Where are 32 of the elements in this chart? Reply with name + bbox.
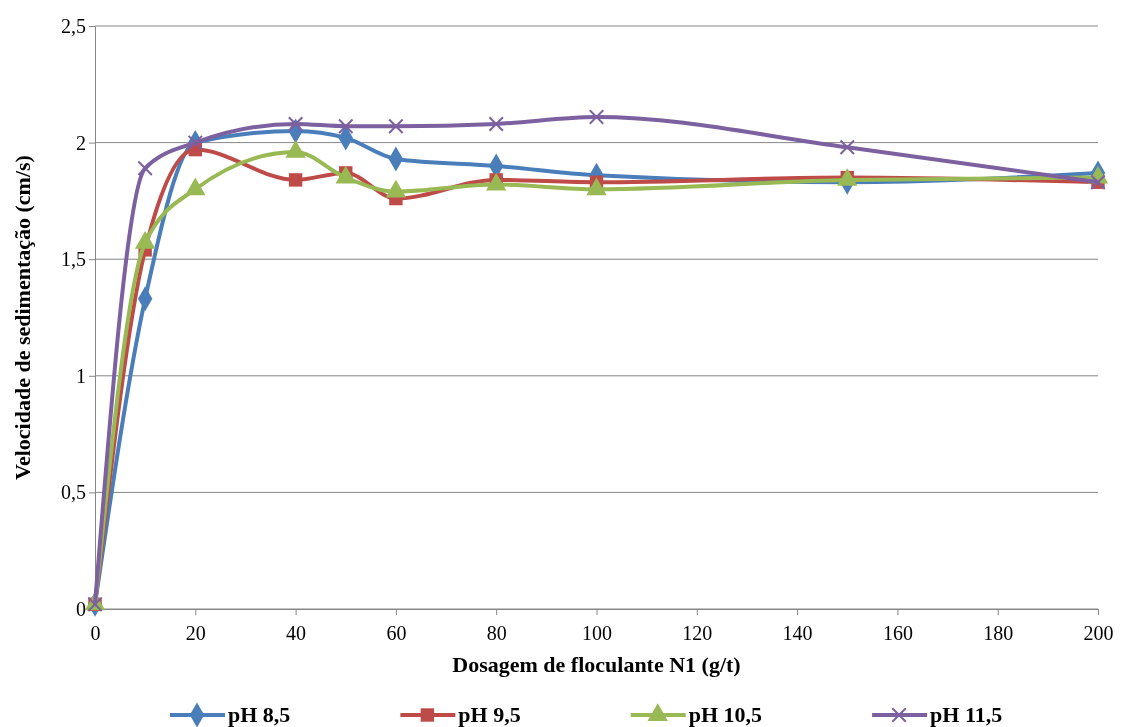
point	[588, 109, 605, 125]
x-tick-label: 180	[983, 622, 1014, 644]
x-tick-label: 60	[386, 622, 407, 644]
y-tick-label: 1,5	[61, 248, 86, 271]
y-tick-label: 2,5	[61, 14, 86, 37]
point	[338, 118, 354, 135]
point	[137, 160, 153, 176]
legend-label: pH 11,5	[930, 702, 1003, 727]
y-tick-label: 2	[76, 131, 86, 154]
legend-label: pH 10,5	[688, 702, 763, 727]
x-tick-label: 200	[1083, 622, 1114, 644]
x-tick-label: 140	[782, 622, 813, 644]
point	[839, 139, 855, 155]
y-tick-label: 0,5	[61, 481, 86, 504]
x-tick-label: 40	[286, 622, 307, 644]
x-tick-label: 80	[486, 622, 507, 644]
point	[488, 116, 504, 132]
point	[287, 116, 304, 132]
y-axis-title: Velocidade de sedimentação (cm/s)	[10, 155, 35, 480]
point	[187, 134, 204, 151]
y-tick-label: 0	[76, 597, 86, 620]
point	[388, 118, 404, 135]
x-tick-label: 120	[682, 622, 713, 644]
x-tick-label: 0	[90, 622, 101, 644]
legend-label: pH 9,5	[458, 702, 521, 727]
x-tick-label: 20	[185, 622, 206, 644]
x-tick-label: 160	[882, 622, 913, 644]
point	[288, 173, 303, 187]
x-axis-title: Dosagem de floculante N1 (g/t)	[452, 652, 741, 677]
legend-label: pH 8,5	[228, 702, 291, 727]
y-tick-label: 1	[76, 364, 86, 387]
x-tick-label: 100	[582, 622, 612, 644]
